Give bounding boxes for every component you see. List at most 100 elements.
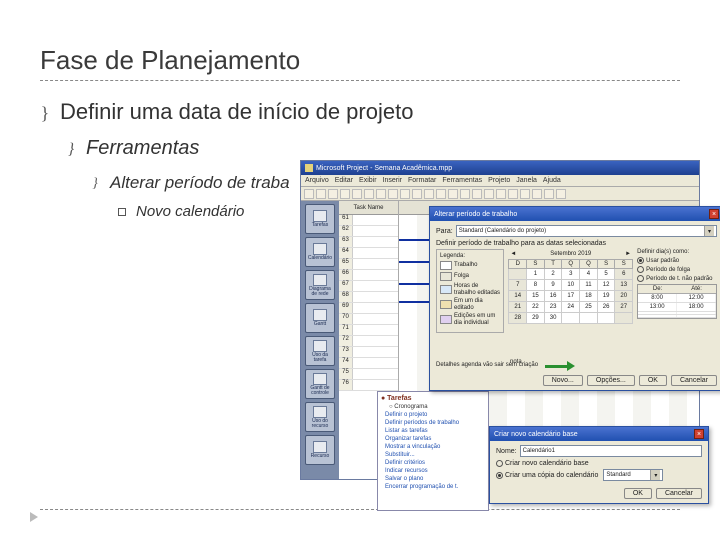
taskpane-link[interactable]: Organizar tarefas xyxy=(381,436,485,442)
taskpane-link[interactable]: Salvar o plano xyxy=(381,476,485,482)
sidebar-button[interactable]: Tarefas xyxy=(305,204,335,234)
taskpane-link[interactable]: Definir o projeto xyxy=(381,412,485,418)
toolbar-button[interactable] xyxy=(508,189,518,199)
nome-input[interactable]: Calendário1 xyxy=(520,445,702,457)
close-icon[interactable]: × xyxy=(694,429,704,439)
taskpane-link[interactable]: Definir critérios xyxy=(381,460,485,466)
chevron-down-icon[interactable]: ▾ xyxy=(704,226,714,236)
toolbar-button[interactable] xyxy=(472,189,482,199)
task-row[interactable]: 64 xyxy=(339,248,398,259)
sidebar-button[interactable]: Diagrama de rede xyxy=(305,270,335,300)
radio-criar-copia[interactable]: Criar uma cópia do calendário Standard ▾ xyxy=(496,469,702,481)
toolbar-button[interactable] xyxy=(400,189,410,199)
toolbar-button[interactable] xyxy=(424,189,434,199)
radio-icon xyxy=(637,257,644,264)
prev-month-icon[interactable]: ◄ xyxy=(510,251,516,257)
radio-icon xyxy=(637,266,644,273)
bullet-text-0: Definir uma data de início de projeto xyxy=(60,99,413,125)
radio-nao-padrao[interactable]: Período de t. não padrão xyxy=(637,275,717,282)
dialog-buttons: OK Cancelar xyxy=(624,488,702,499)
taskpane-link[interactable]: Indicar recursos xyxy=(381,468,485,474)
taskpane-link[interactable]: Definir períodos de trabalho xyxy=(381,420,485,426)
calendar-table[interactable]: DSTQQSS123456789101112131415161718192021… xyxy=(508,259,633,324)
task-row[interactable]: 76 xyxy=(339,380,398,391)
task-row[interactable]: 74 xyxy=(339,358,398,369)
taskpane-sub: ○ Cronograma xyxy=(389,404,485,410)
menu-item[interactable]: Janela xyxy=(516,177,537,184)
cancel-button[interactable]: Cancelar xyxy=(671,375,717,386)
slide-title: Fase de Planejamento xyxy=(40,45,680,76)
para-combo[interactable]: Standard (Calendário do projeto) ▾ xyxy=(456,225,717,237)
toolbar-button[interactable] xyxy=(304,189,314,199)
radio-usar-padrao[interactable]: Usar padrão xyxy=(637,257,717,264)
task-row[interactable]: 67 xyxy=(339,281,398,292)
task-row[interactable]: 66 xyxy=(339,270,398,281)
toolbar-button[interactable] xyxy=(556,189,566,199)
menu-item[interactable]: Arquivo xyxy=(305,177,329,184)
time-grid[interactable]: De:Até:8:0012:0013:0018:00 xyxy=(637,284,717,319)
toolbar-button[interactable] xyxy=(544,189,554,199)
chevron-down-icon[interactable]: ▾ xyxy=(650,470,660,480)
toolbar-button[interactable] xyxy=(316,189,326,199)
menu-item[interactable]: Ajuda xyxy=(543,177,561,184)
toolbar-button[interactable] xyxy=(412,189,422,199)
legend-swatch xyxy=(440,272,452,281)
sidebar-button[interactable]: Gantt de controle xyxy=(305,369,335,399)
app-titlebar: Microsoft Project - Semana Acadêmica.mpp xyxy=(301,161,699,175)
toolbar-button[interactable] xyxy=(364,189,374,199)
toolbar-button[interactable] xyxy=(484,189,494,199)
sidebar-button[interactable]: Calendário xyxy=(305,237,335,267)
task-row[interactable]: 63 xyxy=(339,237,398,248)
cancel-button[interactable]: Cancelar xyxy=(656,488,702,499)
taskpane-link[interactable]: Listar as tarefas xyxy=(381,428,485,434)
copia-combo[interactable]: Standard ▾ xyxy=(603,469,663,481)
close-icon[interactable]: × xyxy=(709,209,719,219)
taskpane-link[interactable]: Mostrar a vinculação xyxy=(381,444,485,450)
toolbar-button[interactable] xyxy=(520,189,530,199)
sidebar-button[interactable]: Gantt xyxy=(305,303,335,333)
toolbar-button[interactable] xyxy=(340,189,350,199)
opcoes-button[interactable]: Opções... xyxy=(587,375,635,386)
sidebar-button[interactable]: Recurso xyxy=(305,435,335,465)
radio-folga[interactable]: Período de folga xyxy=(637,266,717,273)
task-row[interactable]: 73 xyxy=(339,347,398,358)
radio-criar-novo[interactable]: Criar novo calendário base xyxy=(496,460,702,467)
menu-item[interactable]: Ferramentas xyxy=(442,177,482,184)
menu-item[interactable]: Inserir xyxy=(383,177,402,184)
task-row[interactable]: 75 xyxy=(339,369,398,380)
toolbar-button[interactable] xyxy=(328,189,338,199)
task-row[interactable]: 68 xyxy=(339,292,398,303)
toolbar-button[interactable] xyxy=(496,189,506,199)
taskpane-link[interactable]: Substituir... xyxy=(381,452,485,458)
toolbar-button[interactable] xyxy=(376,189,386,199)
legend-header: Legenda: xyxy=(440,253,500,259)
dialog-title-text: Alterar período de trabalho xyxy=(434,211,517,218)
toolbar-button[interactable] xyxy=(448,189,458,199)
bullet-marker: } xyxy=(66,137,76,163)
sidebar-icon xyxy=(313,406,327,418)
menu-item[interactable]: Formatar xyxy=(408,177,436,184)
menu-item[interactable]: Exibir xyxy=(359,177,377,184)
toolbar-button[interactable] xyxy=(436,189,446,199)
bullet-marker: } xyxy=(40,99,50,127)
task-row[interactable]: 71 xyxy=(339,325,398,336)
menu-item[interactable]: Editar xyxy=(335,177,353,184)
task-row[interactable]: 62 xyxy=(339,226,398,237)
ok-button[interactable]: OK xyxy=(639,375,667,386)
toolbar-button[interactable] xyxy=(532,189,542,199)
ok-button[interactable]: OK xyxy=(624,488,652,499)
sidebar-button[interactable]: Uso do recurso xyxy=(305,402,335,432)
novo-button[interactable]: Novo... xyxy=(543,375,583,386)
sidebar-button[interactable]: Uso da tarefa xyxy=(305,336,335,366)
toolbar-button[interactable] xyxy=(388,189,398,199)
toolbar-button[interactable] xyxy=(460,189,470,199)
task-row[interactable]: 70 xyxy=(339,314,398,325)
menu-item[interactable]: Projeto xyxy=(488,177,510,184)
taskpane-link[interactable]: Encerrar programação de t. xyxy=(381,484,485,490)
task-row[interactable]: 65 xyxy=(339,259,398,270)
task-row[interactable]: 61 xyxy=(339,215,398,226)
task-row[interactable]: 69 xyxy=(339,303,398,314)
next-month-icon[interactable]: ► xyxy=(625,251,631,257)
task-row[interactable]: 72 xyxy=(339,336,398,347)
toolbar-button[interactable] xyxy=(352,189,362,199)
